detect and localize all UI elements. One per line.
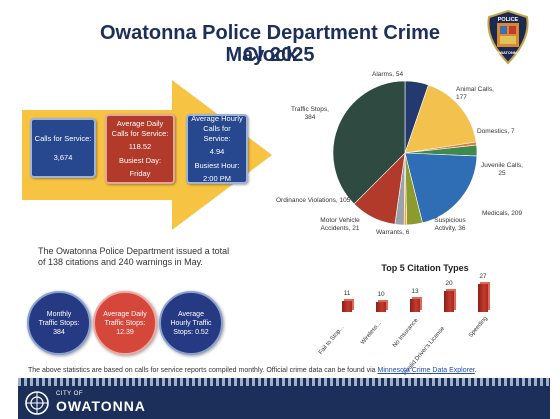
pie-label-suspicious: Suspicious Activity, 36	[430, 217, 470, 233]
citation-bar-category-1: Wireless...	[360, 320, 383, 347]
avg-hourly-label: Average Hourly Calls for Service:	[191, 114, 243, 143]
pie-label-alarms: Alarms, 54	[372, 71, 404, 78]
monthly-traffic-stops-text: Monthly Traffic Stops: 384	[38, 310, 80, 336]
citation-bar-2	[410, 298, 420, 312]
pie-slice-4	[404, 152, 478, 224]
citation-bar-category-0: Fail to Stop...	[318, 324, 346, 356]
citation-bar-4	[478, 284, 488, 312]
calls-pie-chart	[332, 80, 478, 226]
citation-bar-category-4: Speeding	[468, 315, 490, 339]
badge-top-text: POLICE	[498, 17, 519, 23]
monthly-traffic-stops-circle: Monthly Traffic Stops: 384	[27, 291, 91, 355]
busiest-day-value: Friday	[129, 169, 151, 178]
page-title: Owatonna Police Department Crime Clock	[99, 22, 441, 66]
pie-slice-1	[404, 84, 477, 154]
pie-label-medicals: Medicals, 209	[482, 210, 523, 217]
footer-pattern	[18, 378, 550, 386]
pie-label-animal-calls-text: Animal Calls, 177	[456, 86, 494, 101]
footnote-text: The above statistics are based on calls …	[28, 367, 378, 374]
citation-bar-value-1: 10	[377, 290, 385, 298]
pie-label-traffic-stops: Traffic Stops, 384	[286, 106, 334, 122]
police-badge-icon: POLICE OWATONNA	[487, 9, 529, 65]
avg-hourly-traffic-circle: Average Hourly Traffic Stops: 0.52	[159, 291, 223, 355]
busiest-hour-value: 2:00 PM	[203, 174, 231, 183]
citation-bar-category-2: No Insurance	[392, 317, 420, 349]
busiest-day-label: Busiest Day:	[118, 156, 162, 165]
busiest-hour-label: Busiest Hour:	[194, 161, 240, 170]
citation-bar-value-0: 11	[343, 289, 351, 297]
pie-label-mva: Motor Vehicle Accidents, 21	[316, 217, 364, 233]
badge-bottom-text: OWATONNA	[496, 50, 520, 55]
pie-label-animal-calls: Animal Calls, 177	[456, 86, 496, 102]
citation-chart-title: Top 5 Citation Types	[381, 263, 469, 273]
calls-for-service-label: Calls for Service:	[34, 133, 92, 143]
pie-label-ordinance: Ordinance Violations, 105	[276, 197, 351, 204]
pie-label-domestics: Domestics, 7	[477, 128, 515, 135]
city-emblem-icon	[25, 391, 49, 415]
calls-for-service-box: Calls for Service: 3,674	[30, 118, 96, 178]
avg-hourly-calls-box: Average Hourly Calls for Service: 4.94 B…	[186, 114, 248, 184]
pie-label-warrants: Warrants, 6	[376, 229, 410, 236]
pie-label-traffic-text: Traffic Stops, 384	[291, 106, 329, 121]
footer-bar: CITY OF OWATONNA	[18, 378, 550, 419]
citation-bar-1	[376, 301, 386, 312]
avg-daily-calls-box: Average Daily Calls for Service: 118.52 …	[105, 114, 175, 184]
citation-bar-value-2: 13	[411, 287, 419, 295]
pie-label-juvenile: Juvenile Calls, 25	[480, 162, 524, 178]
avg-daily-traffic-circle: Average Daily Traffic Stops: 12.39	[93, 291, 157, 355]
avg-daily-label: Average Daily Calls for Service:	[111, 119, 169, 138]
pie-label-juvenile-text: Juvenile Calls, 25	[481, 162, 523, 177]
citations-summary: The Owatonna Police Department issued a …	[38, 246, 230, 267]
crime-data-explorer-link[interactable]: Minnesota Crime Data Explorer	[377, 367, 475, 374]
avg-hourly-traffic-text: Average Hourly Traffic Stops: 0.52	[170, 310, 212, 336]
pie-label-suspicious-text: Suspicious Activity, 36	[434, 217, 466, 232]
footnote: The above statistics are based on calls …	[28, 367, 548, 374]
citation-bar-0	[342, 300, 352, 312]
avg-daily-traffic-text: Average Daily Traffic Stops: 12.39	[103, 310, 147, 336]
calls-for-service-value: 3,674	[53, 152, 73, 162]
footnote-end: .	[474, 367, 477, 374]
footer-city-name: OWATONNA	[56, 398, 146, 414]
citation-bar-value-4: 27	[479, 273, 487, 280]
footer-city-of: CITY OF	[56, 391, 84, 397]
citation-bar-3	[444, 291, 454, 312]
avg-hourly-value: 4.94	[209, 147, 225, 156]
pie-label-mva-text: Motor Vehicle Accidents, 21	[320, 217, 360, 232]
avg-daily-value: 118.52	[128, 142, 152, 151]
page-subtitle: May 2025	[225, 44, 315, 66]
pie-slice-9	[332, 80, 406, 205]
citation-bar-value-3: 20	[445, 280, 453, 288]
